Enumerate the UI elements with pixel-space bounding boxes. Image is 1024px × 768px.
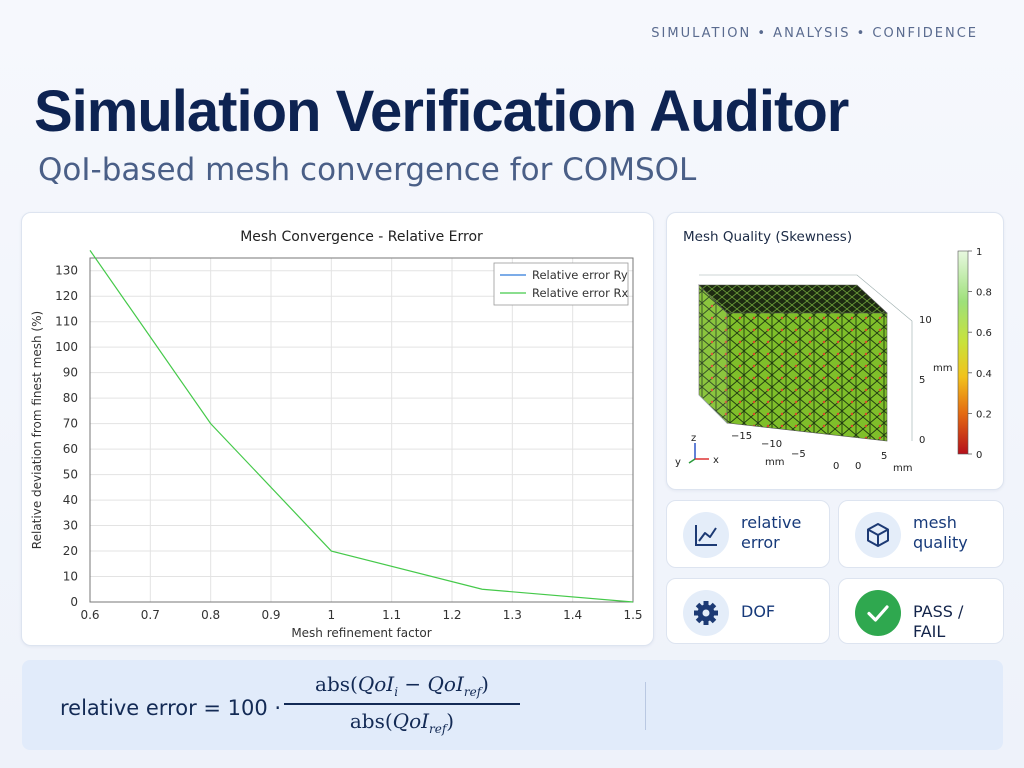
- y-tick-label: 70: [63, 417, 78, 431]
- y-tick-label: 60: [63, 442, 78, 456]
- legend-box: [493, 262, 629, 306]
- page-title: Simulation Verification Auditor: [34, 79, 849, 144]
- mesh-3d-plot: 10 5 mm 0 −15 −10 mm −5 0 0 5 mm z y x 1…: [675, 247, 992, 474]
- z-tick-10: 10: [919, 315, 932, 326]
- x-tick-m10: −10: [761, 439, 782, 450]
- y-tick-label: 20: [63, 544, 78, 558]
- mesh-axis-labels: 10 5 mm 0 −15 −10 mm −5 0 0 5 mm: [731, 315, 952, 474]
- x-tick-label: 0.8: [201, 608, 220, 622]
- y-tick-label: 130: [55, 264, 78, 278]
- triad-z-label: z: [691, 433, 696, 444]
- triad-y-label: y: [675, 457, 681, 468]
- cube-icon: [855, 512, 901, 558]
- formula-fraction: abs(QoIi − QoIref) abs(QoIref): [284, 672, 520, 736]
- mesh-box: [698, 274, 913, 442]
- gear-icon: [683, 590, 729, 636]
- y-tick-label: 30: [63, 519, 78, 533]
- formula-divider: [645, 682, 646, 730]
- header-tagline: SIMULATION • ANALYSIS • CONFIDENCE: [651, 26, 978, 41]
- x-axis-unit: mm: [765, 457, 784, 468]
- convergence-chart: Mesh Convergence - Relative Error 0.6 0.7 0…: [30, 229, 643, 640]
- x-tick-m5: −5: [791, 449, 806, 460]
- y-tick-label: 50: [63, 468, 78, 482]
- y-tick-label: 80: [63, 391, 78, 405]
- formula-denominator: abs(QoIref): [349, 708, 455, 736]
- relative-error-formula: relative error = 100 · abs(QoIi − QoIref…: [22, 660, 1003, 750]
- z-tick-5: 5: [919, 375, 925, 386]
- tile-pass-fail-label: PASS / FAIL: [913, 602, 964, 641]
- y-axis-label: Relative deviation from finest mesh (%): [30, 311, 44, 549]
- axis-triad: z y x: [675, 433, 719, 468]
- z-tick-0: 0: [919, 435, 925, 446]
- x-axis-label: Mesh refinement factor: [291, 626, 431, 640]
- tile-pass-fail[interactable]: PASS / FAIL: [838, 578, 1004, 644]
- x-tick-m15: −15: [731, 431, 752, 442]
- legend-label: Relative error Ry: [532, 268, 628, 282]
- colorbar: 1 0.8 0.6 0.4 0.2 0: [957, 247, 992, 461]
- mesh-quality-title: Mesh Quality (Skewness): [683, 229, 853, 245]
- formula-numerator: abs(QoIi − QoIref): [315, 672, 489, 699]
- y-tick-label: 0: [70, 595, 78, 609]
- triad-x-label: x: [713, 455, 719, 466]
- check-icon: [855, 590, 901, 636]
- z-axis-unit: mm: [933, 363, 952, 374]
- colorbar-tick-label: 0.6: [976, 328, 992, 339]
- tile-mesh-quality[interactable]: mesh quality: [838, 500, 1004, 568]
- x-tick-label: 0.9: [261, 608, 280, 622]
- y-tick-label: 10: [63, 570, 78, 584]
- page-subtitle: QoI-based mesh convergence for COMSOL: [38, 152, 697, 188]
- tile-relative-error[interactable]: relative error: [666, 500, 830, 568]
- y-tick-label: 100: [55, 340, 78, 354]
- x-tick-label: 1.5: [623, 608, 642, 622]
- y-tick-label: 40: [63, 493, 78, 507]
- tile-dof-label: DOF: [741, 602, 776, 621]
- colorbar-tick-label: 0.4: [976, 369, 992, 380]
- series-line-rx: [89, 250, 634, 603]
- colorbar-tick-label: 0: [976, 450, 982, 461]
- mesh-quality-card: Mesh Quality (Skewness): [666, 212, 1004, 490]
- tile-mesh-quality-label: mesh quality: [913, 513, 968, 552]
- x-tick-label: 0.6: [80, 608, 99, 622]
- colorbar-tick-label: 0.2: [976, 409, 992, 420]
- y-tick-0: 0: [855, 461, 861, 472]
- x-tick-label: 1: [328, 608, 336, 622]
- colorbar-tick-label: 0.8: [976, 288, 992, 299]
- formula-lhs: relative error = 100 ·: [60, 696, 282, 720]
- y-tick-label: 120: [55, 289, 78, 303]
- chart-title: Mesh Convergence - Relative Error: [240, 229, 483, 245]
- x-tick-label: 1.2: [442, 608, 461, 622]
- tile-dof[interactable]: DOF: [666, 578, 830, 644]
- tile-relative-error-label: relative error: [741, 513, 802, 552]
- plot-frame: [89, 257, 634, 603]
- y-tick-label: 110: [55, 315, 78, 329]
- x-tick-label: 1.1: [382, 608, 401, 622]
- y-tick-5: 5: [881, 451, 887, 462]
- x-tick-label: 1.3: [503, 608, 522, 622]
- x-tick-label: 0.7: [141, 608, 160, 622]
- y-axis-unit: mm: [893, 463, 912, 474]
- line-chart-icon: [683, 512, 729, 558]
- x-tick-label: 1.4: [563, 608, 582, 622]
- x-tick-0: 0: [833, 461, 839, 472]
- legend-label: Relative error Rx: [532, 286, 629, 300]
- convergence-chart-card: Mesh Convergence - Relative Error 0.6 0.7 0…: [21, 212, 654, 646]
- y-tick-label: 90: [63, 366, 78, 380]
- colorbar-tick-label: 1: [976, 247, 982, 258]
